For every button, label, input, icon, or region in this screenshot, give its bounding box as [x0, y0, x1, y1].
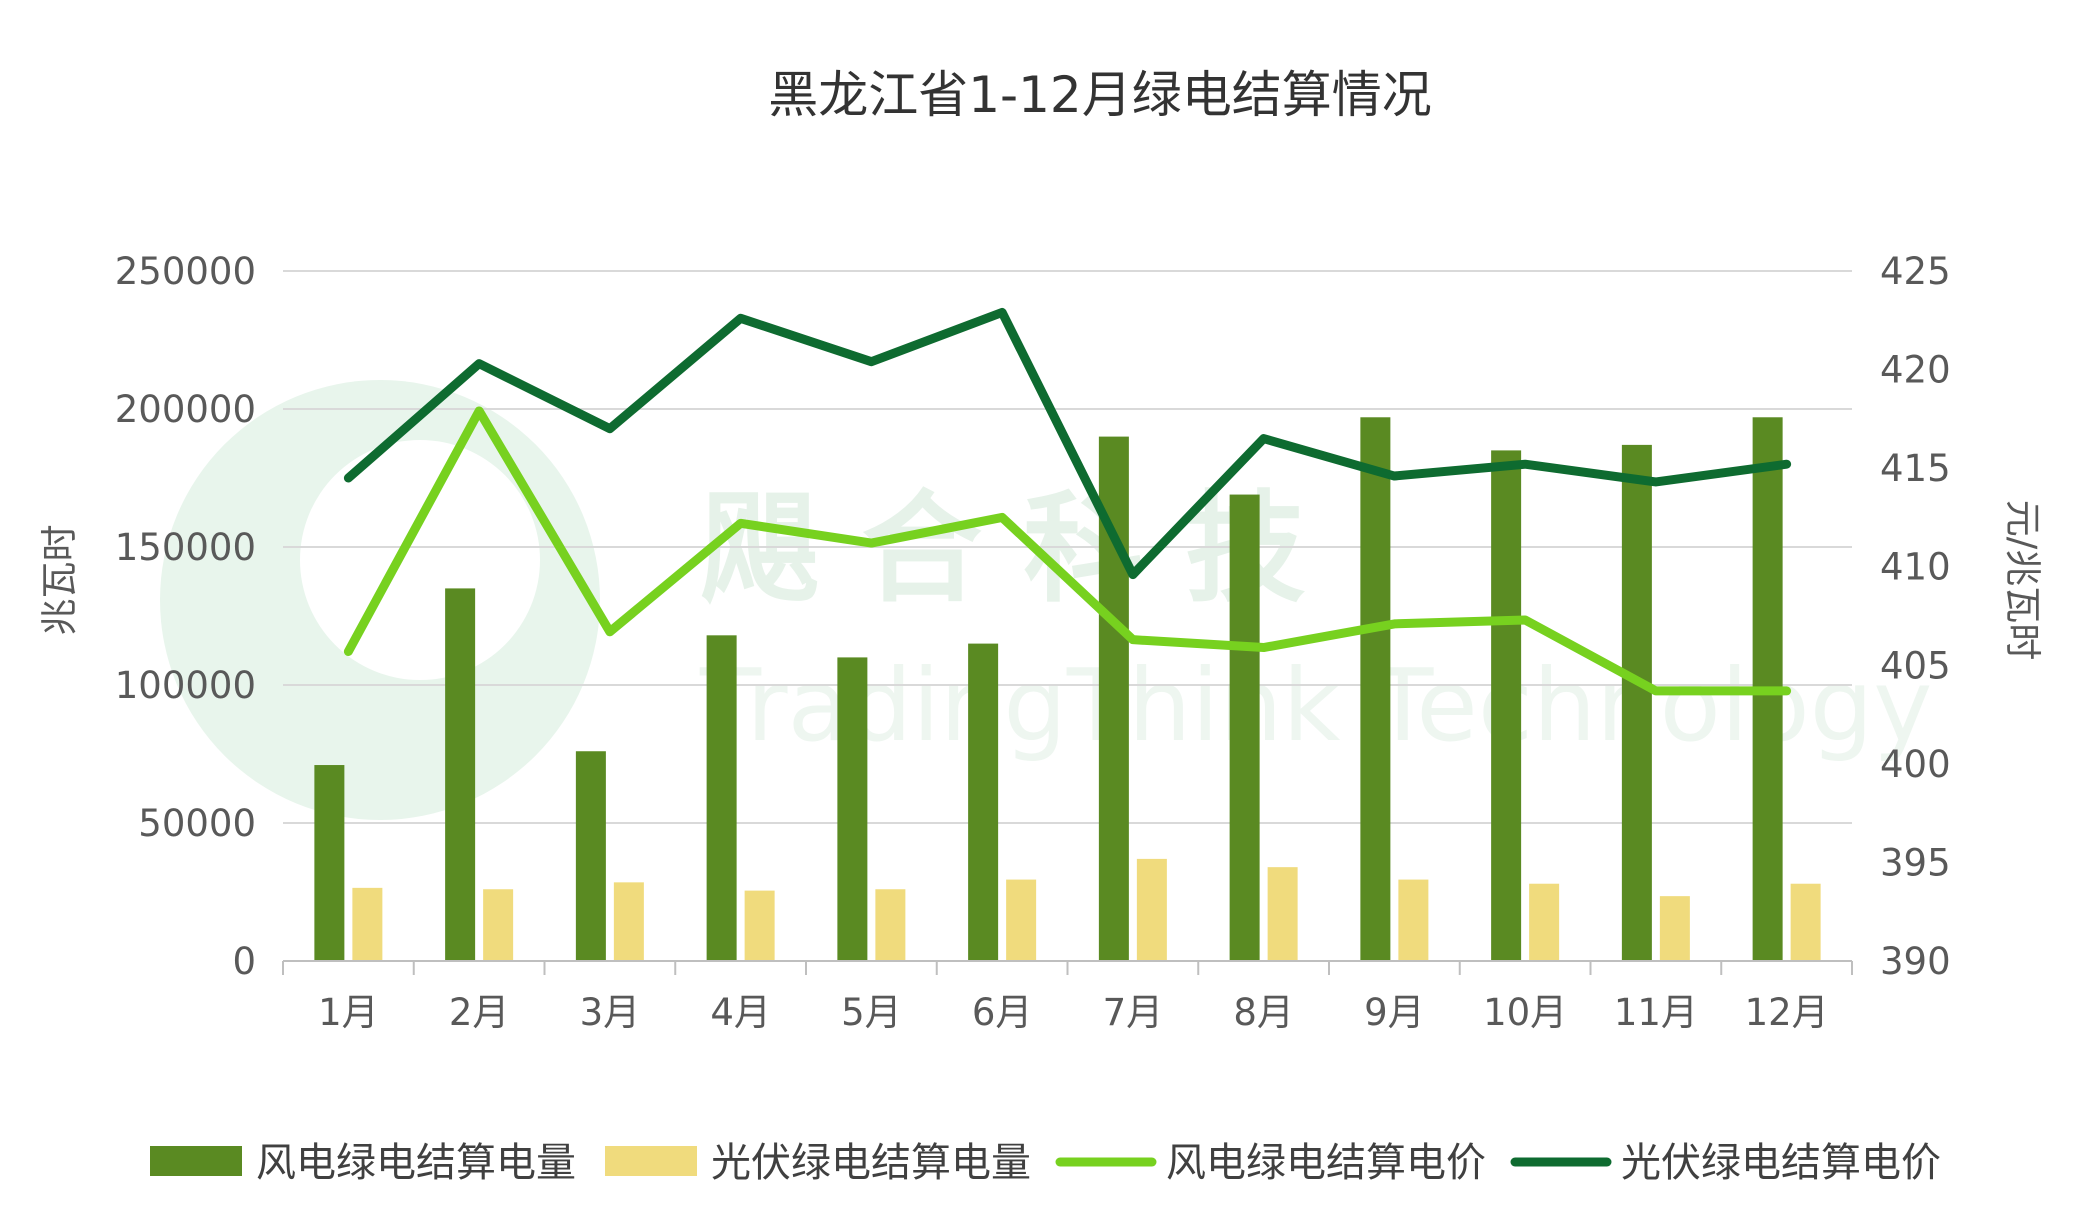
x-tick-label: 2月 — [449, 991, 510, 1034]
right-axis-title: 元/兆瓦时 — [2001, 500, 2044, 660]
bar — [1621, 444, 1652, 961]
bar — [483, 889, 514, 961]
chart-title: 黑龙江省1-12月绿电结算情况 — [768, 66, 1431, 124]
bar — [837, 657, 868, 961]
left-tick-label: 0 — [232, 940, 256, 983]
bar — [1491, 450, 1522, 961]
bar — [1229, 494, 1260, 961]
watermark-logo-inner — [300, 440, 540, 680]
x-tick-label: 7月 — [1103, 991, 1164, 1034]
bars-group — [314, 417, 1821, 962]
bar — [744, 890, 775, 961]
bar — [352, 887, 383, 961]
left-axis-ticks: 0 50000 100000 150000 200000 250000 — [115, 250, 256, 983]
right-tick-label: 390 — [1880, 940, 1951, 983]
x-axis — [282, 960, 1853, 975]
gridlines — [283, 270, 1852, 824]
x-tick-label: 3月 — [580, 991, 641, 1034]
right-tick-label: 415 — [1880, 447, 1951, 490]
series-line — [343, 307, 1792, 580]
x-tick-label: 5月 — [841, 991, 902, 1034]
x-tick-label: 8月 — [1233, 991, 1294, 1034]
bar — [1398, 879, 1429, 961]
bar — [1659, 896, 1690, 961]
left-tick-label: 250000 — [115, 250, 256, 293]
bar — [314, 765, 345, 961]
bar — [875, 889, 906, 961]
watermark: 飓 合 科 技 TradingThink Technology — [160, 380, 1932, 820]
legend-label: 光伏绿电结算电量 — [711, 1140, 1031, 1186]
x-tick-label: 11月 — [1614, 991, 1698, 1034]
legend-swatch — [150, 1146, 242, 1176]
right-axis-ticks: 390 395 400 405 410 415 420 425 — [1880, 250, 1951, 983]
watermark-en: TradingThink Technology — [699, 647, 1932, 764]
right-tick-label: 400 — [1880, 743, 1951, 786]
bar — [1360, 417, 1391, 961]
x-tick-label: 10月 — [1483, 991, 1567, 1034]
right-tick-label: 395 — [1880, 841, 1951, 884]
left-tick-label: 50000 — [138, 802, 256, 845]
bar — [1006, 879, 1037, 961]
right-tick-label: 410 — [1880, 546, 1951, 589]
watermark-cn: 飓 合 科 技 — [700, 480, 1305, 619]
bar — [1267, 867, 1298, 961]
right-tick-label: 405 — [1880, 644, 1951, 687]
bar — [1529, 883, 1560, 961]
left-tick-label: 100000 — [115, 664, 256, 707]
x-tick-label: 12月 — [1745, 991, 1829, 1034]
x-tick-label: 6月 — [972, 991, 1033, 1034]
x-tick-label: 4月 — [710, 991, 771, 1034]
right-tick-label: 425 — [1880, 250, 1951, 293]
legend: 风电绿电结算电量 光伏绿电结算电量 风电绿电结算电价 光伏绿电结算电价 — [150, 1140, 1941, 1186]
x-axis-ticks: 1月 2月 3月 4月 5月 6月 7月 8月 9月 10月 11月 12月 — [318, 991, 1829, 1034]
lines-group — [343, 307, 1792, 696]
left-axis-title: 兆瓦时 — [38, 525, 81, 636]
legend-label: 风电绿电结算电价 — [1166, 1140, 1486, 1186]
bar — [1136, 858, 1167, 961]
x-tick-label: 9月 — [1364, 991, 1425, 1034]
right-tick-label: 420 — [1880, 349, 1951, 392]
bar — [445, 588, 476, 961]
bar — [1790, 883, 1821, 961]
bar — [575, 751, 606, 961]
bar — [613, 882, 644, 961]
legend-label: 风电绿电结算电量 — [256, 1140, 576, 1186]
legend-label: 光伏绿电结算电价 — [1621, 1140, 1941, 1186]
legend-swatch — [605, 1146, 697, 1176]
bar — [968, 643, 999, 961]
x-tick-label: 1月 — [318, 991, 379, 1034]
left-tick-label: 200000 — [115, 388, 256, 431]
series-line — [343, 406, 1792, 696]
left-tick-label: 150000 — [115, 526, 256, 569]
bar — [706, 635, 737, 961]
